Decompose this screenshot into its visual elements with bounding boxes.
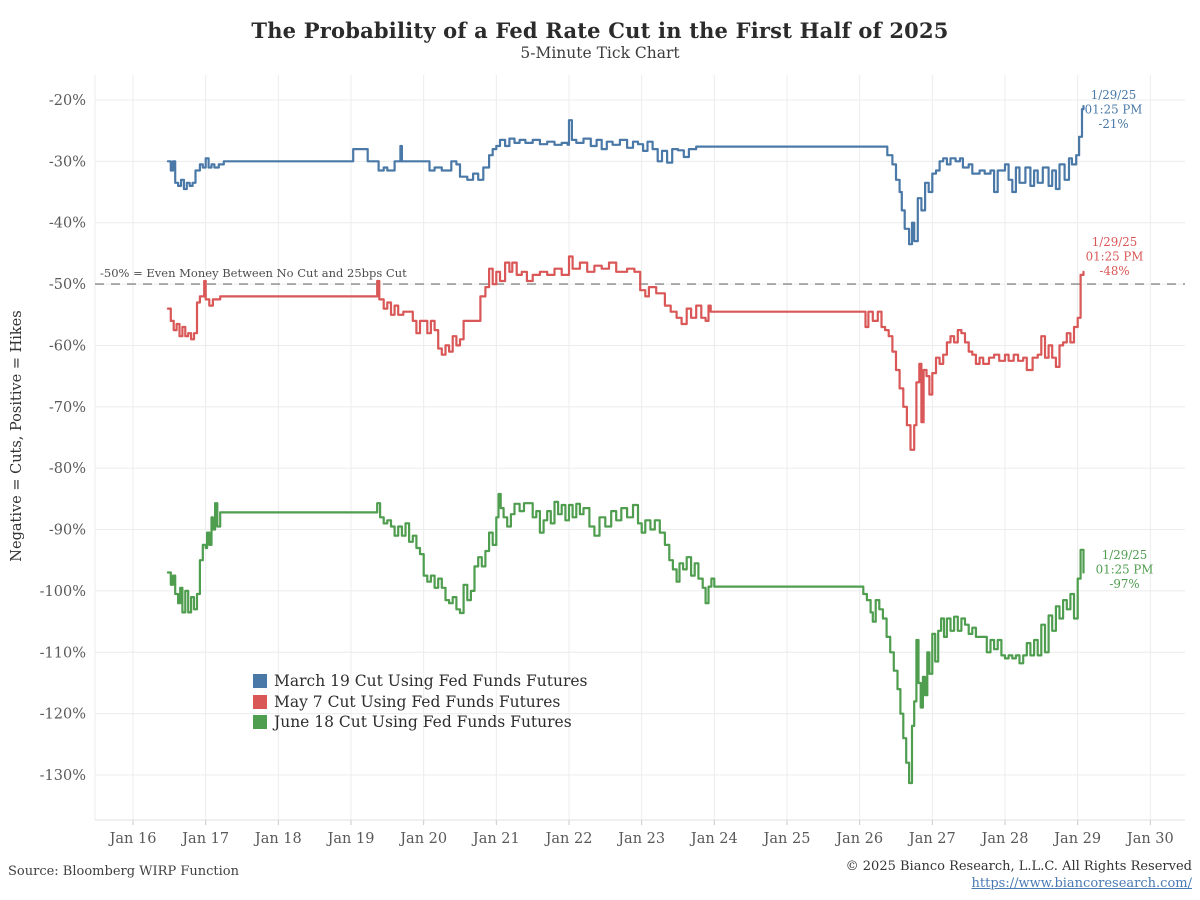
copyright-text: © 2025 Bianco Research, L.L.C. All Right… <box>845 859 1192 874</box>
legend-item-march19: March 19 Cut Using Fed Funds Futures <box>253 671 588 692</box>
y-axis-title: Negative = Cuts, Positive = Hikes <box>9 310 25 562</box>
even-money-reference-label: -50% = Even Money Between No Cut and 25b… <box>100 266 407 280</box>
y-tick-label: -70% <box>49 400 86 416</box>
x-tick-label: Jan 16 <box>108 831 157 847</box>
x-tick-label: Jan 26 <box>834 831 883 847</box>
last-tick-annotation: 1/29/25 01:25 PM -21% <box>1085 88 1143 131</box>
x-tick-label: Jan 19 <box>326 831 375 847</box>
legend-swatch-green <box>253 715 267 730</box>
y-tick-label: -120% <box>40 707 86 723</box>
chart-title: The Probability of a Fed Rate Cut in the… <box>251 18 949 43</box>
x-tick-label: Jan 22 <box>544 831 593 847</box>
x-tick-label: Jan 21 <box>471 831 520 847</box>
series-line-2 <box>166 492 1085 785</box>
legend-label: June 18 Cut Using Fed Funds Futures <box>274 713 572 732</box>
series-line-0 <box>166 105 1085 246</box>
y-tick-label: -50% <box>49 277 86 293</box>
source-note: Source: Bloomberg WIRP Function <box>8 864 239 879</box>
y-tick-label: -100% <box>40 584 86 600</box>
chart-subtitle: 5-Minute Tick Chart <box>520 44 680 62</box>
legend-label: March 19 Cut Using Fed Funds Futures <box>274 672 588 691</box>
y-tick-label: -30% <box>49 154 86 170</box>
last-tick-annotation: 1/29/25 01:25 PM -97% <box>1096 548 1154 591</box>
y-tick-label: -80% <box>49 461 86 477</box>
legend-swatch-blue <box>253 674 267 689</box>
x-tick-label: Jan 27 <box>907 831 956 847</box>
y-tick-label: -60% <box>49 338 86 354</box>
y-tick-label: -130% <box>40 768 86 784</box>
x-tick-label: Jan 20 <box>398 831 447 847</box>
y-tick-label: -20% <box>49 93 86 109</box>
y-tick-label: -40% <box>49 216 86 232</box>
legend-swatch-red <box>253 694 267 709</box>
legend-item-may7: May 7 Cut Using Fed Funds Futures <box>253 692 588 713</box>
x-tick-label: Jan 29 <box>1052 831 1101 847</box>
x-tick-label: Jan 18 <box>253 831 302 847</box>
x-tick-label: Jan 17 <box>180 831 229 847</box>
x-tick-label: Jan 25 <box>762 831 811 847</box>
legend-label: May 7 Cut Using Fed Funds Futures <box>274 692 561 711</box>
y-tick-label: -110% <box>40 645 86 661</box>
legend-item-june18: June 18 Cut Using Fed Funds Futures <box>253 712 588 733</box>
x-tick-label: Jan 23 <box>616 831 665 847</box>
series-line-1 <box>166 255 1085 451</box>
x-tick-label: Jan 30 <box>1125 831 1174 847</box>
last-tick-annotation: 1/29/25 01:25 PM -48% <box>1086 235 1144 278</box>
copyright-block: © 2025 Bianco Research, L.L.C. All Right… <box>846 858 1192 892</box>
legend: March 19 Cut Using Fed Funds Futures May… <box>253 671 588 733</box>
bianco-research-link[interactable]: https://www.biancoresearch.com/ <box>971 876 1192 891</box>
x-tick-label: Jan 24 <box>689 831 738 847</box>
y-tick-label: -90% <box>49 523 86 539</box>
x-tick-label: Jan 28 <box>980 831 1029 847</box>
